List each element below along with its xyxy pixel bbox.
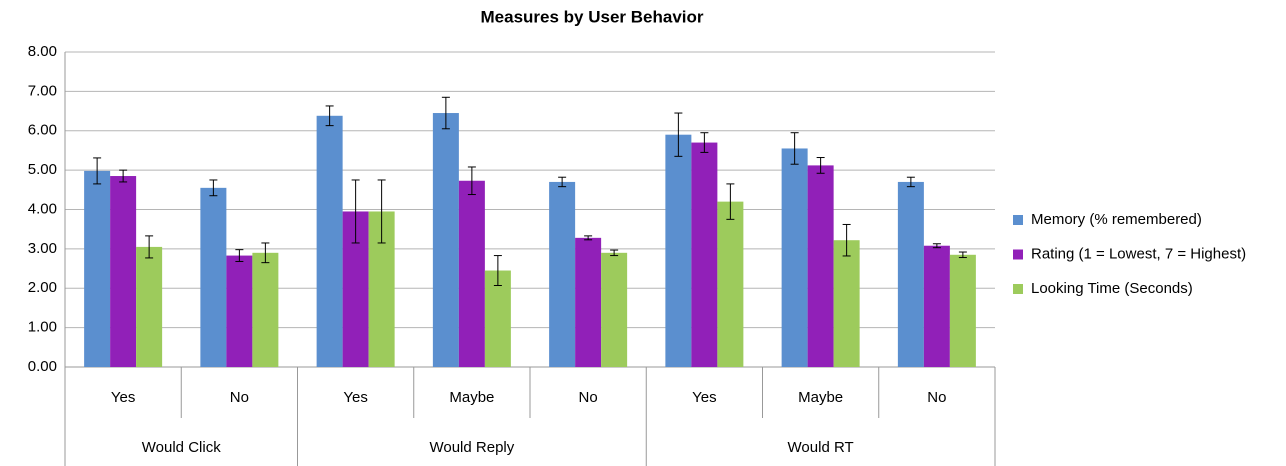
bar bbox=[252, 252, 279, 367]
y-tick-label: 1.00 bbox=[28, 319, 57, 336]
bar bbox=[110, 176, 137, 367]
bar bbox=[316, 115, 343, 367]
group-label: Would Reply bbox=[429, 439, 514, 456]
bar bbox=[923, 245, 950, 367]
bar bbox=[549, 181, 576, 367]
legend-swatch bbox=[1013, 249, 1023, 260]
bar bbox=[691, 142, 718, 367]
x-tick-label: No bbox=[927, 389, 946, 406]
y-tick-label: 3.00 bbox=[28, 240, 57, 257]
bar bbox=[200, 187, 227, 367]
x-tick-label: Yes bbox=[692, 389, 716, 406]
legend-label: Rating (1 = Lowest, 7 = Highest) bbox=[1031, 245, 1246, 262]
bar bbox=[665, 134, 692, 367]
bar bbox=[575, 237, 602, 367]
x-tick-label: Maybe bbox=[449, 389, 494, 406]
bar bbox=[807, 165, 834, 367]
bar bbox=[949, 254, 976, 367]
legend-label: Memory (% remembered) bbox=[1031, 211, 1202, 228]
legend-swatch bbox=[1013, 284, 1023, 294]
y-tick-label: 8.00 bbox=[28, 43, 57, 60]
y-tick-label: 2.00 bbox=[28, 279, 57, 296]
bar bbox=[136, 246, 163, 367]
bar bbox=[601, 252, 628, 367]
x-tick-label: No bbox=[579, 389, 598, 406]
bar bbox=[84, 170, 111, 367]
bar bbox=[226, 255, 253, 367]
bar bbox=[833, 240, 860, 367]
bar bbox=[897, 181, 924, 367]
bar bbox=[717, 201, 744, 367]
y-tick-label: 7.00 bbox=[28, 82, 57, 99]
group-label: Would Click bbox=[142, 439, 221, 456]
legend-label: Looking Time (Seconds) bbox=[1031, 280, 1193, 297]
y-tick-label: 0.00 bbox=[28, 358, 57, 375]
group-label: Would RT bbox=[788, 439, 854, 456]
y-tick-label: 5.00 bbox=[28, 161, 57, 178]
chart-title: Measures by User Behavior bbox=[481, 7, 704, 26]
y-tick-label: 6.00 bbox=[28, 122, 57, 139]
x-tick-label: Maybe bbox=[798, 389, 843, 406]
bar bbox=[458, 180, 485, 367]
x-tick-label: Yes bbox=[343, 389, 367, 406]
legend-swatch bbox=[1013, 215, 1023, 225]
bar bbox=[781, 148, 808, 367]
bar bbox=[484, 270, 511, 367]
x-tick-label: Yes bbox=[111, 389, 135, 406]
bar bbox=[432, 113, 459, 367]
y-tick-label: 4.00 bbox=[28, 200, 57, 217]
x-tick-label: No bbox=[230, 389, 249, 406]
